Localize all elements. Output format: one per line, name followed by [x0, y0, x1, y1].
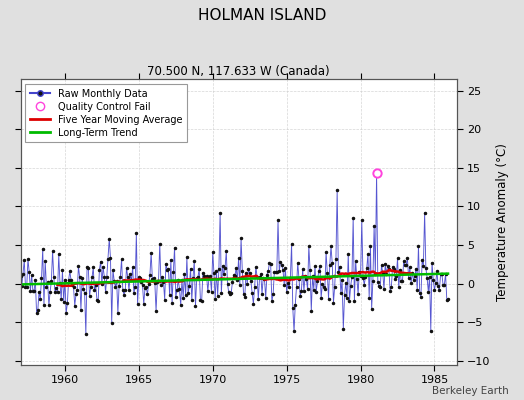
Legend: Raw Monthly Data, Quality Control Fail, Five Year Moving Average, Long-Term Tren: Raw Monthly Data, Quality Control Fail, …: [26, 84, 187, 142]
Title: 70.500 N, 117.633 W (Canada): 70.500 N, 117.633 W (Canada): [147, 65, 330, 78]
Y-axis label: Temperature Anomaly (°C): Temperature Anomaly (°C): [496, 143, 509, 301]
Text: Berkeley Earth: Berkeley Earth: [432, 386, 508, 396]
Text: HOLMAN ISLAND: HOLMAN ISLAND: [198, 8, 326, 23]
